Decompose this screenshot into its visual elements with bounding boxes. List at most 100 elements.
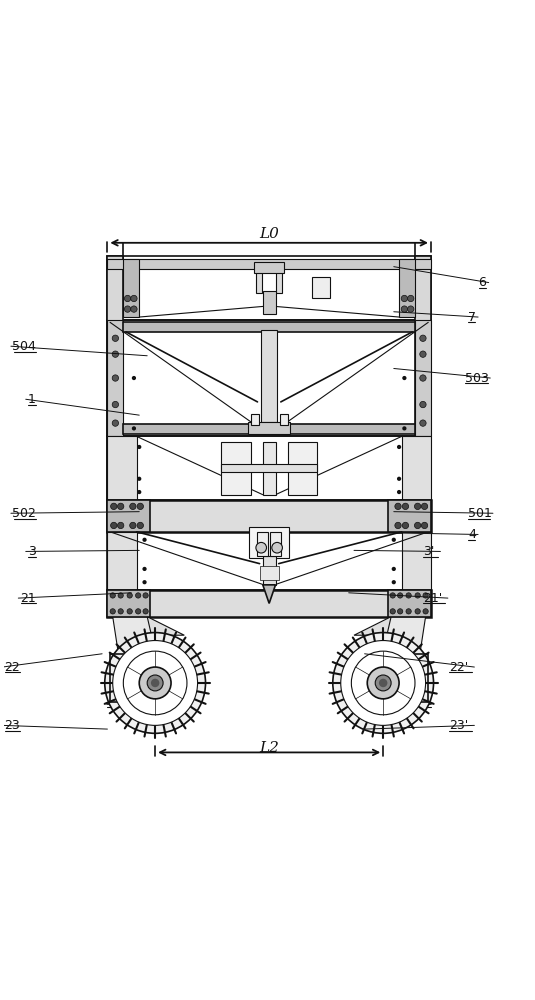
Text: 503: 503 — [465, 372, 489, 385]
Bar — [108, 256, 431, 320]
Circle shape — [392, 538, 396, 542]
Text: 7: 7 — [468, 311, 476, 324]
Bar — [108, 532, 136, 590]
Polygon shape — [113, 617, 185, 635]
Circle shape — [132, 426, 136, 431]
Circle shape — [397, 445, 401, 449]
Bar — [108, 436, 136, 500]
Bar — [108, 590, 150, 617]
Circle shape — [113, 641, 197, 725]
Circle shape — [415, 609, 421, 614]
Text: 3': 3' — [423, 545, 434, 558]
Text: 4: 4 — [468, 528, 476, 541]
Text: 504: 504 — [12, 340, 36, 353]
Circle shape — [420, 420, 426, 426]
Circle shape — [142, 580, 147, 584]
Circle shape — [408, 306, 414, 312]
Bar — [221, 464, 317, 472]
Circle shape — [367, 667, 399, 699]
Circle shape — [402, 503, 409, 510]
Circle shape — [341, 641, 426, 725]
Circle shape — [137, 477, 141, 481]
Circle shape — [423, 593, 428, 598]
Bar — [254, 262, 284, 273]
Circle shape — [147, 675, 163, 691]
Circle shape — [401, 306, 408, 312]
Bar — [370, 654, 428, 702]
Bar — [108, 500, 431, 532]
Circle shape — [395, 503, 401, 510]
Circle shape — [139, 667, 171, 699]
Bar — [108, 320, 431, 436]
Circle shape — [112, 351, 119, 357]
Polygon shape — [113, 617, 171, 720]
Circle shape — [272, 542, 282, 553]
Bar — [263, 556, 276, 585]
Text: 1: 1 — [28, 393, 36, 406]
Circle shape — [408, 295, 414, 302]
Circle shape — [110, 593, 116, 598]
Circle shape — [401, 295, 408, 302]
Text: 501: 501 — [468, 507, 492, 520]
Circle shape — [420, 335, 426, 341]
Circle shape — [397, 477, 401, 481]
Bar — [261, 330, 277, 422]
Circle shape — [420, 351, 426, 357]
Circle shape — [392, 580, 396, 584]
Bar — [110, 654, 169, 702]
Bar — [415, 320, 431, 436]
Bar — [259, 566, 279, 580]
Text: 23: 23 — [4, 719, 20, 732]
Circle shape — [111, 503, 117, 510]
Circle shape — [135, 609, 141, 614]
Circle shape — [135, 593, 141, 598]
Circle shape — [131, 306, 137, 312]
Text: 6: 6 — [479, 276, 486, 289]
Circle shape — [137, 445, 141, 449]
Bar — [221, 442, 250, 495]
Bar — [108, 256, 124, 532]
Circle shape — [127, 609, 132, 614]
Circle shape — [142, 567, 147, 571]
Circle shape — [390, 609, 395, 614]
Bar — [415, 256, 431, 532]
Circle shape — [137, 522, 143, 529]
Circle shape — [112, 375, 119, 381]
Bar — [108, 320, 124, 436]
Bar — [388, 590, 431, 617]
Circle shape — [143, 593, 148, 598]
Circle shape — [143, 609, 148, 614]
Circle shape — [151, 679, 159, 687]
Bar — [256, 272, 262, 293]
Circle shape — [402, 376, 407, 380]
Circle shape — [124, 295, 131, 302]
Polygon shape — [354, 617, 426, 635]
Circle shape — [110, 609, 116, 614]
Circle shape — [118, 609, 124, 614]
Bar — [402, 532, 431, 590]
Text: 502: 502 — [12, 507, 36, 520]
Circle shape — [105, 633, 205, 733]
Circle shape — [131, 295, 137, 302]
Circle shape — [415, 593, 421, 598]
Circle shape — [379, 679, 387, 687]
Bar — [263, 291, 276, 314]
Circle shape — [129, 503, 136, 510]
Bar — [263, 442, 276, 495]
Circle shape — [124, 306, 131, 312]
Bar — [288, 442, 317, 495]
Circle shape — [415, 522, 421, 529]
Circle shape — [137, 503, 143, 510]
Circle shape — [406, 609, 411, 614]
Bar — [108, 436, 431, 500]
Bar — [124, 322, 415, 332]
Circle shape — [118, 503, 124, 510]
Bar — [248, 422, 291, 434]
Circle shape — [420, 401, 426, 408]
Circle shape — [127, 593, 132, 598]
Circle shape — [256, 542, 266, 553]
Circle shape — [142, 538, 147, 542]
Circle shape — [112, 420, 119, 426]
Bar — [124, 259, 139, 317]
Circle shape — [137, 490, 141, 494]
